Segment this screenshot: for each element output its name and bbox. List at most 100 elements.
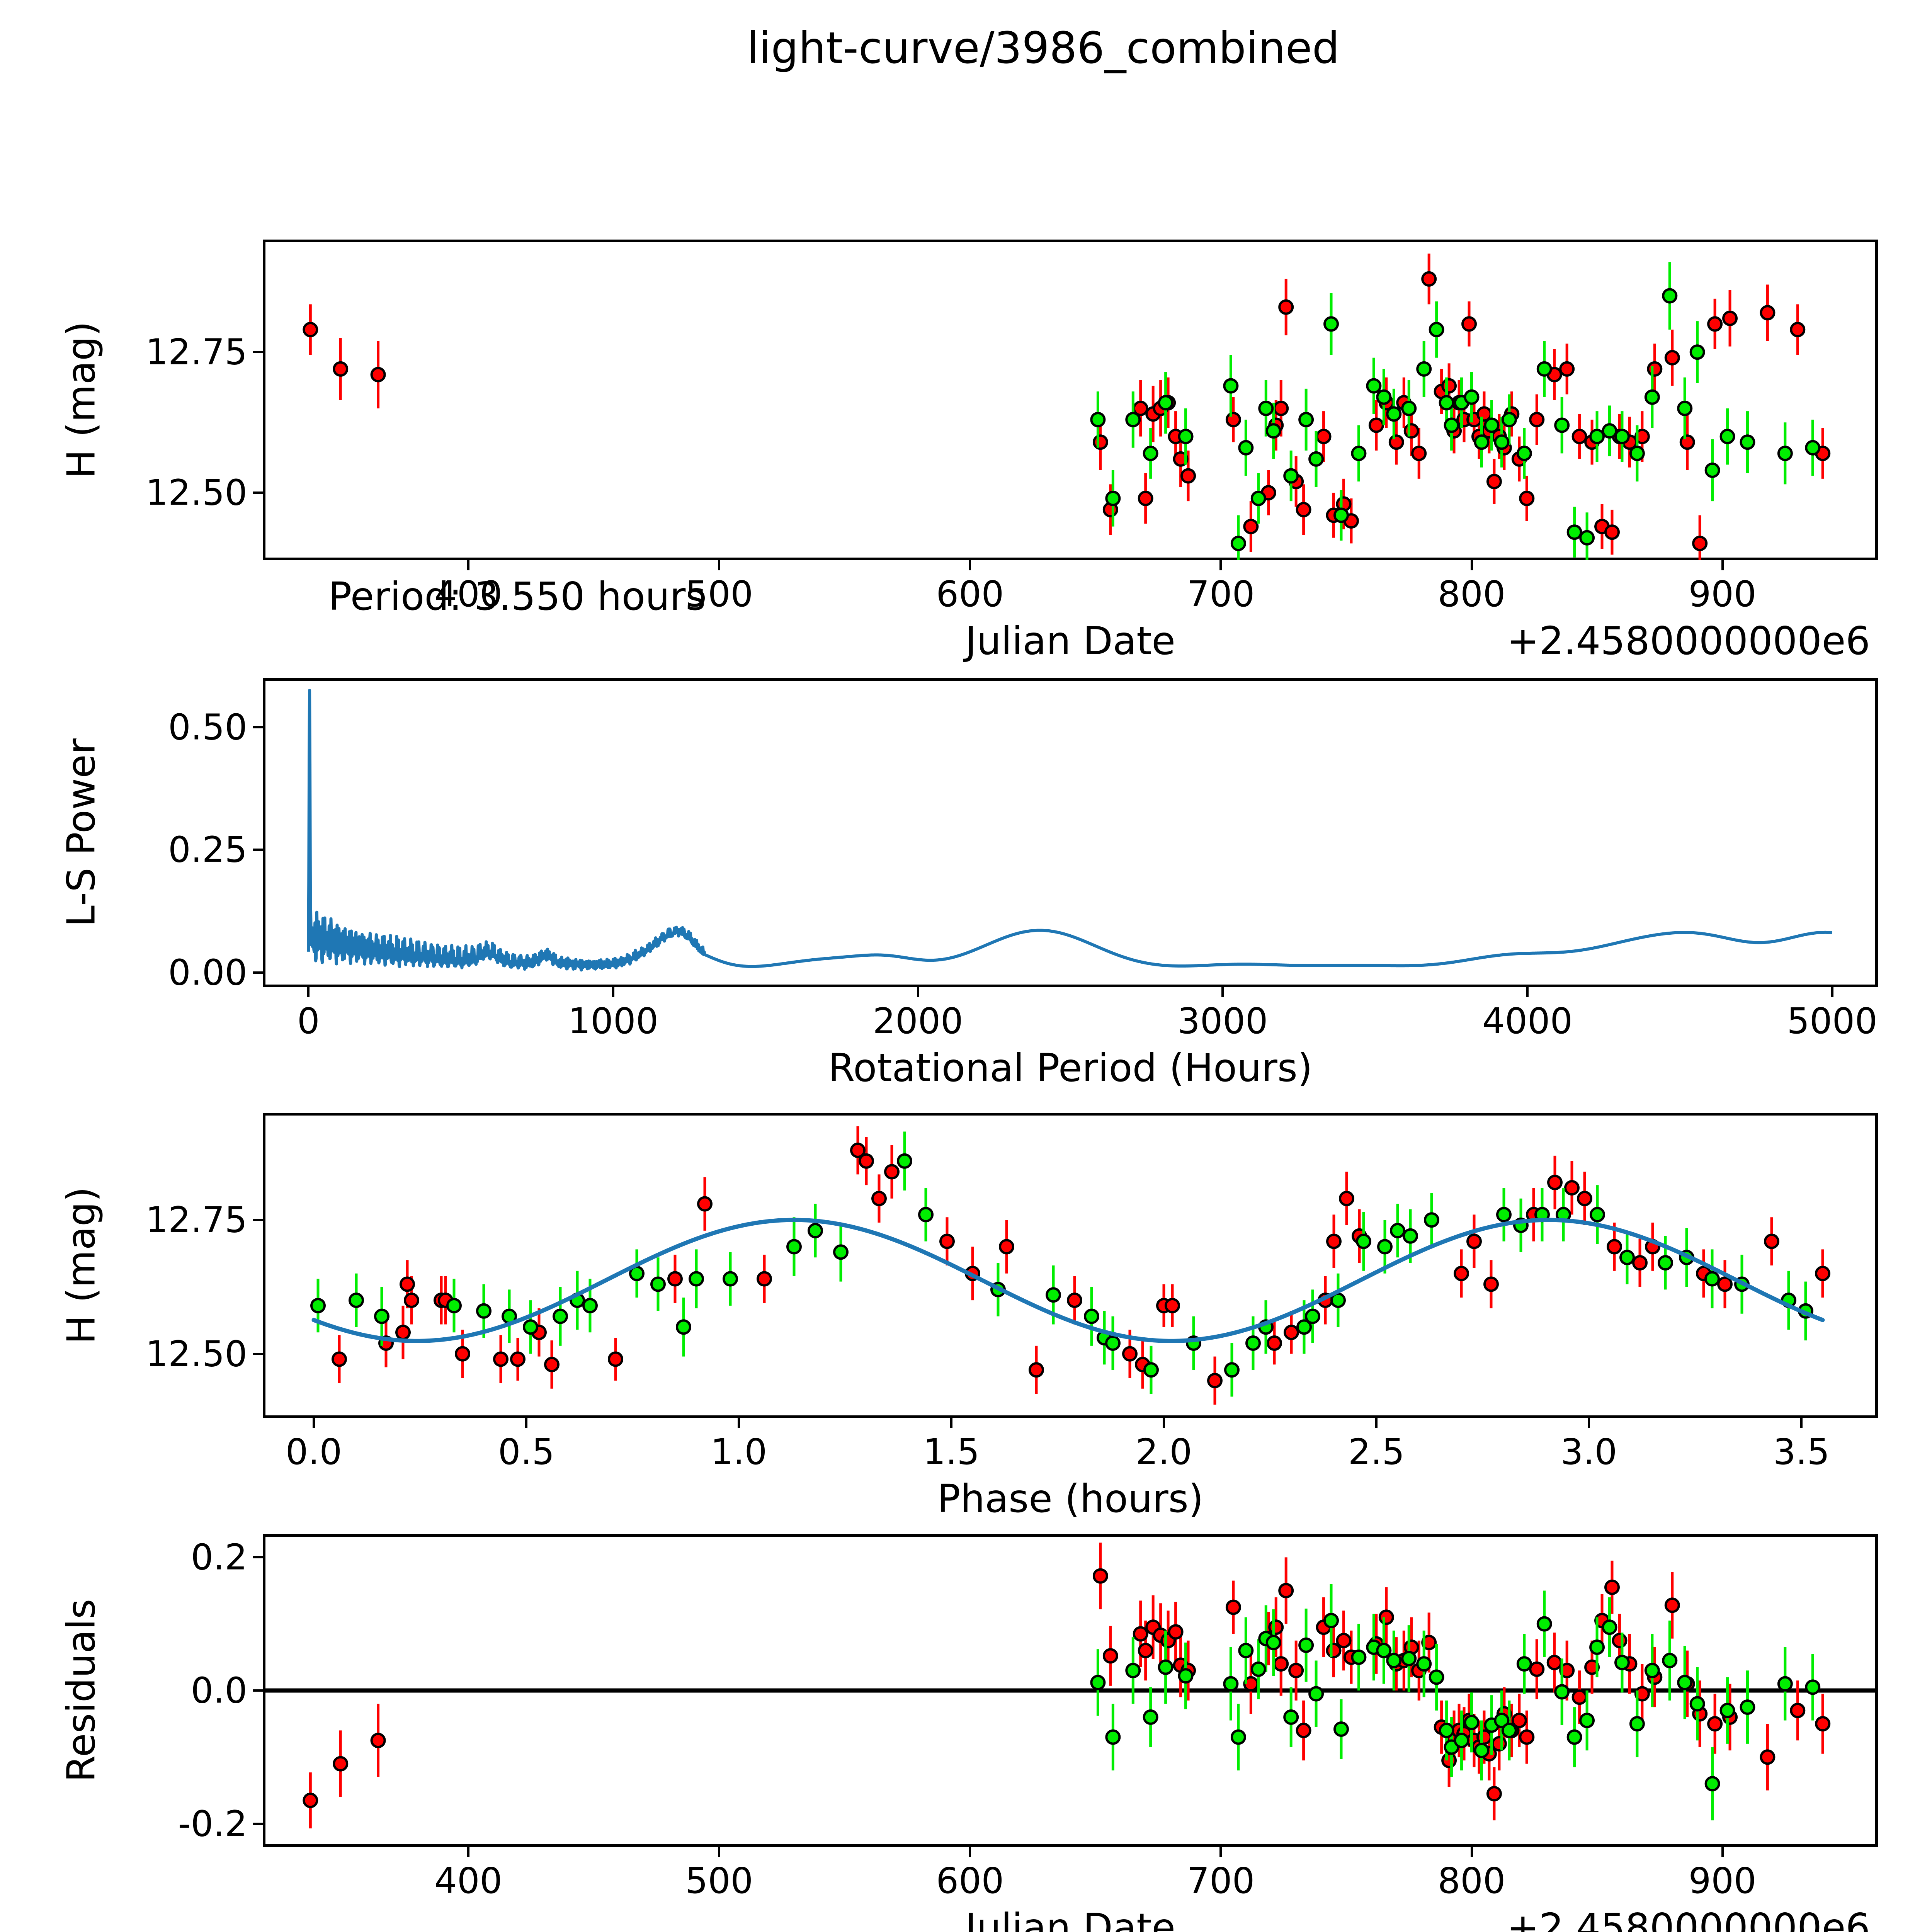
phasefold-model-curve xyxy=(311,1218,1825,1343)
x-axis-tick xyxy=(969,560,971,570)
x-axis-tick xyxy=(718,1847,721,1857)
x-axis-tick-label: 400 xyxy=(434,573,503,615)
x-axis-tick-label: 1.5 xyxy=(923,1431,980,1473)
x-axis-tick xyxy=(1375,1418,1378,1428)
x-axis-tick-label: 3.0 xyxy=(1560,1431,1617,1473)
y-axis-tick xyxy=(253,1556,263,1559)
x-axis-tick xyxy=(950,1418,952,1428)
series-green xyxy=(310,1131,1813,1397)
x-axis-tick xyxy=(1588,1418,1590,1428)
x-axis-tick-label: 0.5 xyxy=(498,1431,555,1473)
x-axis-tick-label: 0 xyxy=(297,1000,320,1042)
y-axis-tick-label: 0.50 xyxy=(168,706,247,748)
x-axis-offset-text: +2.4580000000e6 xyxy=(1507,618,1870,663)
x-axis-tick xyxy=(1219,1847,1222,1857)
lightcurve-datapoints xyxy=(303,253,1831,560)
x-axis-tick xyxy=(1721,560,1724,570)
periodogram-curve xyxy=(307,689,1833,972)
x-axis-tick-label: 900 xyxy=(1688,573,1757,615)
y-axis-tick-label: 12.75 xyxy=(145,331,247,373)
y-axis-title: H (mag) xyxy=(58,1187,104,1344)
panel-lightcurve-frame xyxy=(263,240,1878,560)
x-axis-title: Rotational Period (Hours) xyxy=(828,1045,1313,1090)
x-axis-tick-label: 2000 xyxy=(872,1000,963,1042)
y-axis-tick-label: -0.2 xyxy=(178,1803,247,1845)
period-annotation: Period: 3.550 hours xyxy=(328,574,706,619)
x-axis-tick-label: 1000 xyxy=(568,1000,659,1042)
series-red xyxy=(332,1126,1830,1405)
x-axis-tick xyxy=(738,1418,740,1428)
x-axis-tick-label: 800 xyxy=(1437,573,1506,615)
panel-lightcurve xyxy=(263,240,1878,560)
y-axis-tick-label: 12.50 xyxy=(145,472,247,514)
panel-residuals xyxy=(263,1534,1878,1847)
panel-periodogram-plot xyxy=(263,678,1878,987)
y-axis-tick xyxy=(253,1822,263,1825)
x-axis-tick-label: 5000 xyxy=(1787,1000,1878,1042)
x-axis-tick xyxy=(1470,1847,1473,1857)
x-axis-tick xyxy=(1526,987,1529,997)
x-axis-tick xyxy=(525,1418,527,1428)
x-axis-tick-label: 600 xyxy=(936,573,1004,615)
x-axis-tick xyxy=(718,560,721,570)
residuals-datapoints xyxy=(263,1543,1878,1828)
y-axis-tick-label: 12.75 xyxy=(145,1199,247,1241)
y-axis-tick xyxy=(253,351,263,354)
x-axis-tick-label: 3000 xyxy=(1177,1000,1268,1042)
x-axis-tick xyxy=(1721,1847,1724,1857)
x-axis-tick-label: 900 xyxy=(1688,1860,1757,1901)
panel-lightcurve-plot xyxy=(263,240,1878,560)
y-axis-tick xyxy=(253,726,263,728)
x-axis-tick xyxy=(313,1418,315,1428)
x-axis-tick-label: 600 xyxy=(936,1860,1004,1901)
x-axis-tick-label: 4000 xyxy=(1482,1000,1573,1042)
y-axis-title: Residuals xyxy=(58,1599,104,1782)
series-red xyxy=(303,253,1831,560)
x-axis-tick xyxy=(612,987,614,997)
phasefold-datapoints xyxy=(310,1126,1830,1405)
series-green xyxy=(1090,1584,1821,1821)
y-axis-tick xyxy=(253,1689,263,1692)
x-axis-tick-label: 2.5 xyxy=(1348,1431,1405,1473)
x-axis-tick xyxy=(307,987,310,997)
panel-residuals-plot xyxy=(263,1534,1878,1847)
x-axis-tick-label: 700 xyxy=(1187,1860,1255,1901)
periodogram-line xyxy=(307,689,1833,972)
x-axis-tick-label: 3.5 xyxy=(1773,1431,1830,1473)
series-red xyxy=(303,1543,1831,1828)
x-axis-tick-label: 1.0 xyxy=(710,1431,767,1473)
x-axis-tick xyxy=(1163,1418,1165,1428)
x-axis-title: Phase (hours) xyxy=(937,1476,1204,1521)
x-axis-tick xyxy=(1221,987,1224,997)
x-axis-tick xyxy=(917,987,919,997)
x-axis-tick xyxy=(1800,1418,1803,1428)
y-axis-tick-label: 0.25 xyxy=(168,829,247,871)
x-axis-tick xyxy=(1831,987,1833,997)
x-axis-title: Julian Date xyxy=(965,618,1175,663)
y-axis-tick xyxy=(253,971,263,974)
x-axis-tick-label: 2.0 xyxy=(1135,1431,1192,1473)
panel-phasefold xyxy=(263,1113,1878,1418)
y-axis-tick-label: 0.2 xyxy=(190,1536,247,1578)
x-axis-tick xyxy=(1219,560,1222,570)
x-axis-tick-label: 700 xyxy=(1187,573,1255,615)
x-axis-tick-label: 500 xyxy=(685,573,753,615)
x-axis-title: Julian Date xyxy=(965,1905,1175,1932)
y-axis-tick-label: 12.50 xyxy=(145,1333,247,1375)
x-axis-tick xyxy=(467,1847,470,1857)
panel-phasefold-plot xyxy=(263,1113,1878,1418)
y-axis-tick xyxy=(253,492,263,494)
y-axis-title: L-S Power xyxy=(58,738,104,927)
y-axis-tick-label: 0.00 xyxy=(168,952,247,993)
x-axis-tick xyxy=(1470,560,1473,570)
x-axis-tick-label: 800 xyxy=(1437,1860,1506,1901)
x-axis-tick xyxy=(969,1847,971,1857)
y-axis-tick xyxy=(253,1352,263,1355)
x-axis-tick-label: 0.0 xyxy=(285,1431,342,1473)
panel-phasefold-frame xyxy=(263,1113,1878,1418)
series-green xyxy=(1090,262,1821,560)
x-axis-offset-text: +2.4580000000e6 xyxy=(1507,1905,1870,1932)
y-axis-tick xyxy=(253,849,263,851)
y-axis-title: H (mag) xyxy=(58,321,104,479)
